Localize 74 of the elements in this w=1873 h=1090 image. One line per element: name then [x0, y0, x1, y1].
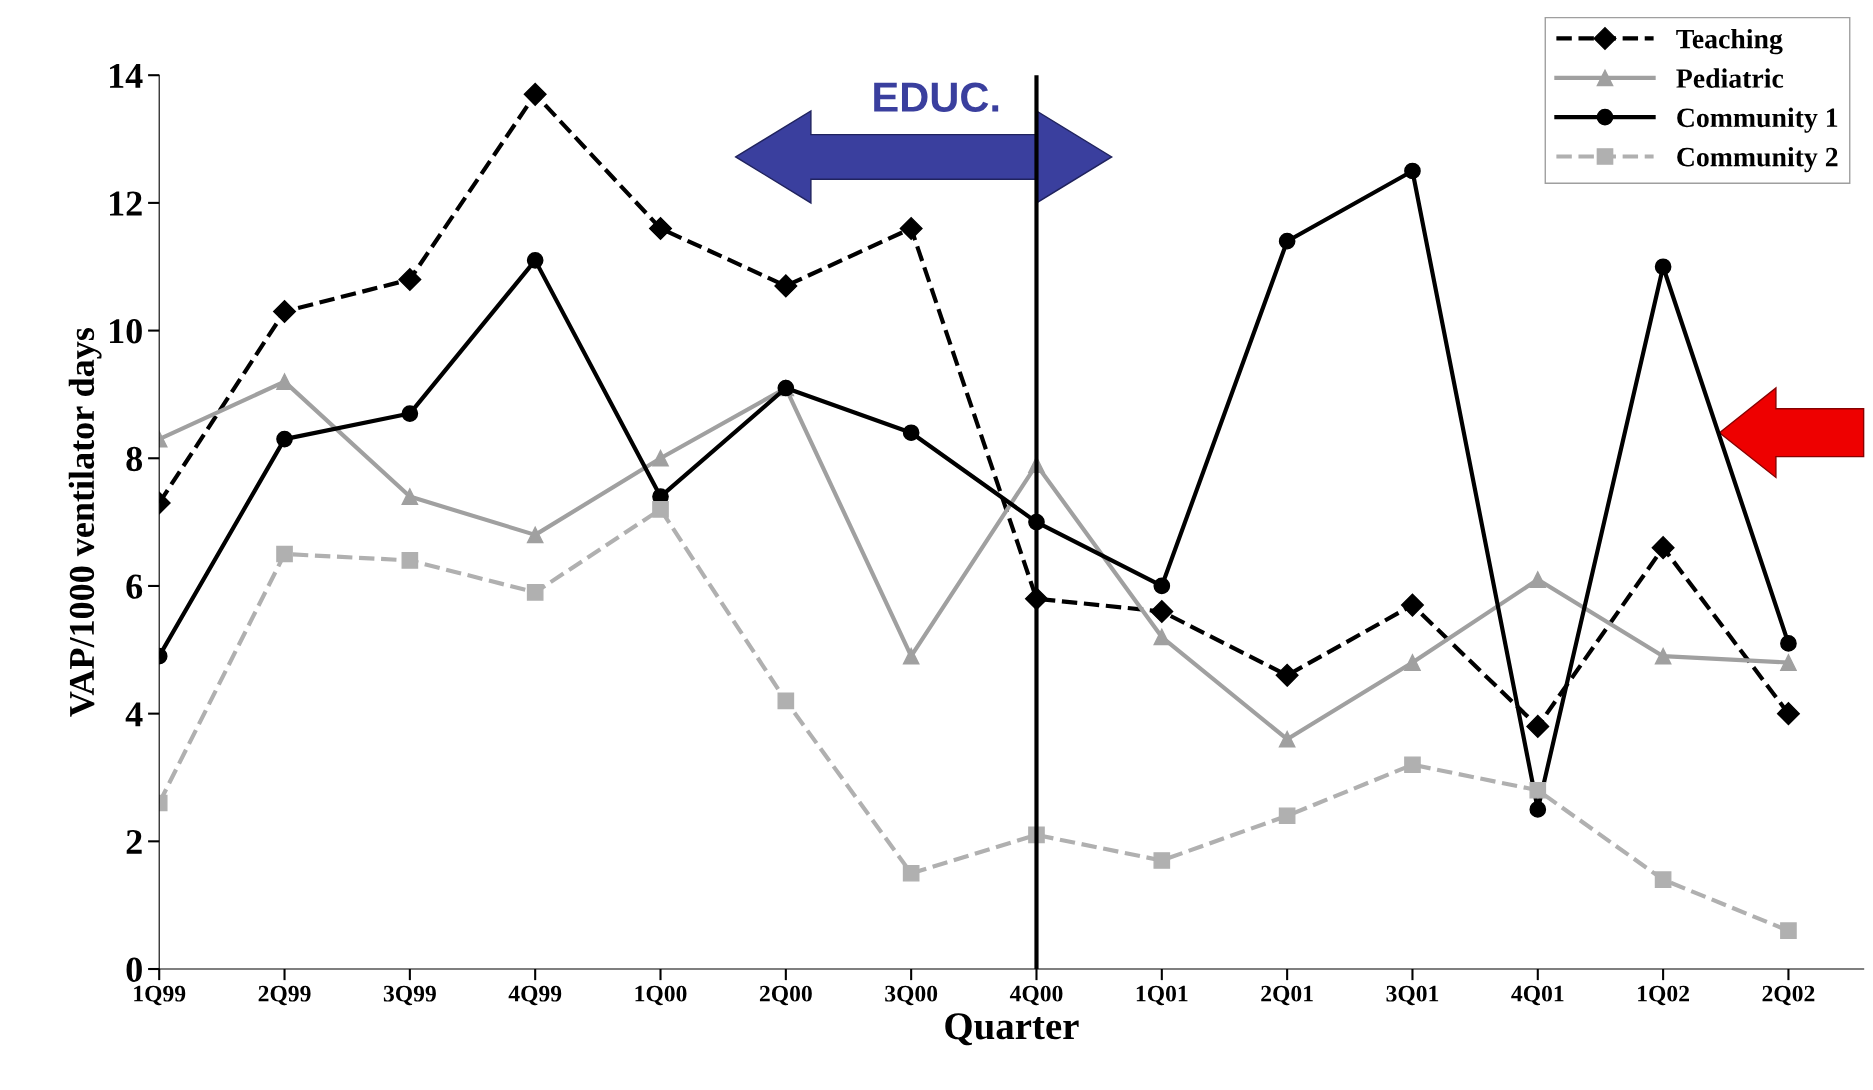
legend-label: Teaching [1676, 28, 1783, 55]
point [401, 488, 419, 505]
x-tick-label: 2Q99 [258, 985, 311, 1006]
x-tick-label: 2Q02 [1762, 985, 1815, 1006]
point [777, 692, 795, 710]
legend-label: Community 1 [1677, 107, 1838, 133]
point [1400, 593, 1424, 617]
point [1780, 922, 1797, 940]
point [276, 430, 293, 448]
x-tick-label: 1Q00 [635, 985, 687, 1006]
point [1529, 571, 1547, 588]
point [652, 501, 669, 518]
point [398, 268, 422, 292]
point [1278, 232, 1296, 250]
point [276, 545, 293, 563]
y-tick-label: 6 [126, 574, 143, 599]
point [526, 526, 544, 544]
point [1153, 628, 1171, 646]
x-tick-label: 3Q00 [885, 985, 938, 1006]
y-tick-label: 2 [126, 829, 142, 854]
annotation: EDUC. [874, 82, 999, 112]
point [1529, 781, 1547, 799]
point [401, 552, 419, 569]
x-tick-label: 4Q00 [1009, 985, 1063, 1006]
legend-label: Community 2 [1677, 146, 1838, 173]
point [1780, 654, 1797, 671]
legend-label: Pediatric [1676, 68, 1784, 88]
point [649, 216, 673, 240]
x-tick-label: 2Q01 [1261, 985, 1313, 1006]
point [1529, 801, 1547, 818]
x-tick-label: 1Q99 [134, 985, 186, 1006]
point [1780, 635, 1797, 652]
x-tick-label: 2Q00 [759, 985, 812, 1006]
point [526, 584, 544, 601]
point [1153, 852, 1171, 869]
x-axis-title: Quarter [945, 1013, 1079, 1046]
point [523, 82, 547, 106]
point [1654, 258, 1672, 276]
point [1654, 647, 1672, 665]
x-tick-label: 3Q01 [1386, 985, 1439, 1006]
x-tick-label: 4Q01 [1511, 985, 1564, 1006]
point [1526, 714, 1550, 738]
point [1278, 807, 1296, 825]
point [1278, 730, 1296, 748]
x-tick-label: 1Q01 [1136, 985, 1188, 1006]
point [1150, 599, 1174, 623]
point [652, 449, 669, 467]
y-tick-label: 0 [126, 957, 142, 982]
x-tick-label: 3Q99 [383, 985, 436, 1006]
point [902, 424, 920, 442]
y-axis-title: VAP/1000 ventilator days [68, 328, 102, 717]
point [899, 216, 923, 240]
y-tick-label: 10 [110, 319, 142, 344]
point [1404, 654, 1421, 671]
point [1404, 756, 1421, 774]
point [902, 647, 920, 665]
point [1275, 663, 1299, 687]
point [1776, 702, 1800, 726]
point [276, 373, 293, 390]
y-tick-label: 8 [126, 446, 143, 472]
y-tick-label: 14 [110, 63, 143, 88]
y-tick-label: 4 [125, 702, 143, 727]
point [526, 252, 544, 269]
point [1651, 536, 1675, 560]
point [1153, 577, 1171, 595]
y-tick-label: 12 [110, 191, 142, 216]
x-tick-label: 4Q99 [508, 985, 562, 1006]
point [401, 405, 419, 422]
point [774, 274, 798, 298]
point [1654, 871, 1672, 888]
point [273, 299, 297, 323]
point [902, 864, 920, 882]
point [1404, 162, 1421, 180]
x-tick-label: 1Q02 [1638, 985, 1689, 1006]
